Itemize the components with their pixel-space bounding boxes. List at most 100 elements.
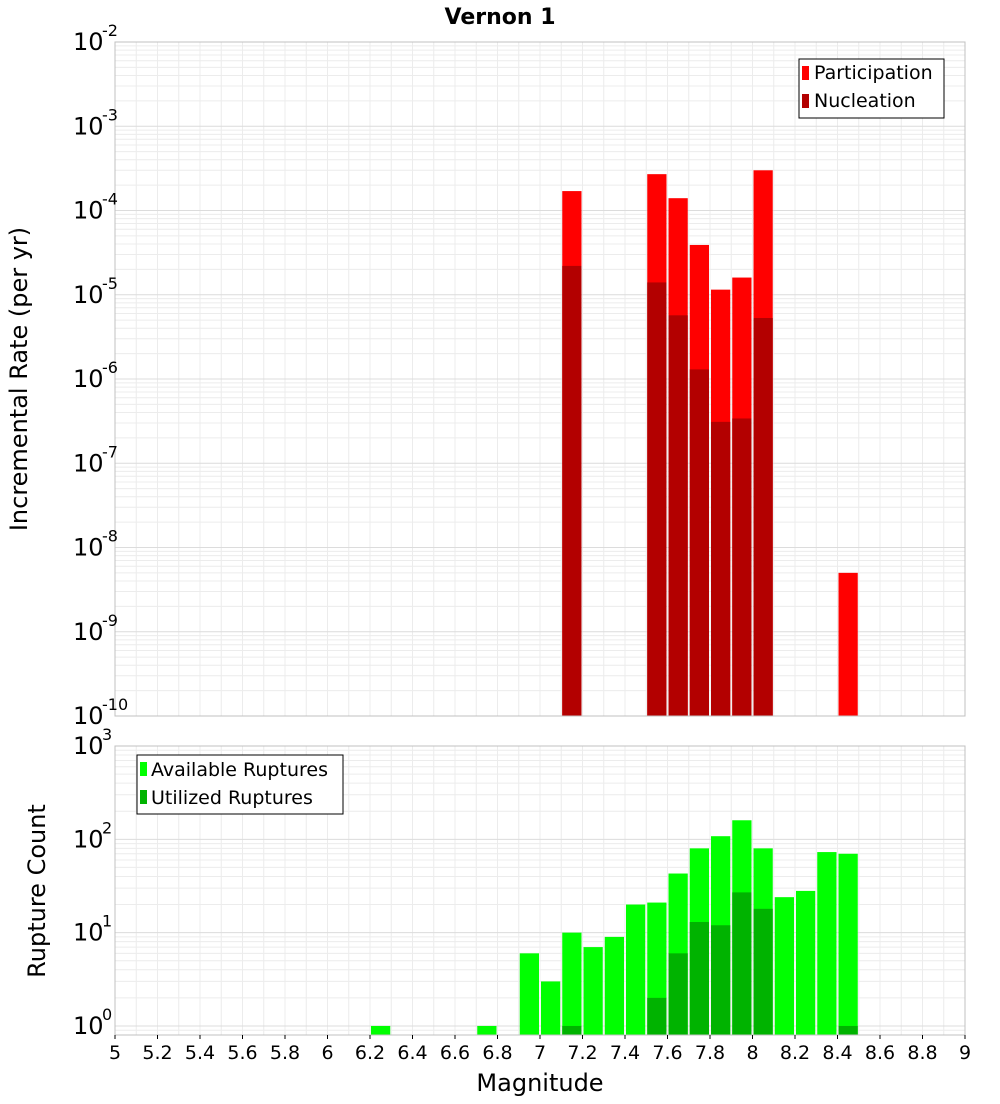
bot-bar-series1 xyxy=(689,922,709,1035)
x-tick-label: 7.8 xyxy=(695,1042,725,1064)
bot-y-tick-base: 10 xyxy=(73,919,104,947)
top-y-tick-base: 10 xyxy=(73,281,104,309)
x-tick-labels: 5 5.2 5.4 5.6 5.8 6 6.2 6.4 6.6 6.8 7 7.2 7.4 7.6 7.8 8… xyxy=(109,1035,971,1064)
top-y-axis-label: Incremental Rate (per yr) xyxy=(5,227,33,531)
x-tick-label: 6.8 xyxy=(482,1042,512,1064)
top-y-tick-exponent: -8 xyxy=(102,527,118,546)
bot-bar-series0 xyxy=(774,897,794,1035)
top-y-tick-base: 10 xyxy=(73,197,104,225)
top-y-tick-exponent: -7 xyxy=(102,442,118,461)
x-tick-label: 7.6 xyxy=(652,1042,682,1064)
top-y-tick-exponent: -9 xyxy=(102,611,118,630)
top-bar-series1 xyxy=(668,315,688,716)
x-tick-label: 8.2 xyxy=(780,1042,810,1064)
top-y-tick-base: 10 xyxy=(73,702,104,730)
bottom-legend: Available Ruptures Utilized Ruptures xyxy=(136,754,344,815)
legend-swatch-available xyxy=(140,762,147,776)
x-tick-label: 8.4 xyxy=(822,1042,852,1064)
top-y-tick-base: 10 xyxy=(73,449,104,477)
top-bar-series0 xyxy=(838,572,858,716)
bot-bar-series0 xyxy=(583,947,603,1035)
top-bar-series1 xyxy=(562,265,582,716)
top-y-tick-exponent: -3 xyxy=(102,105,118,124)
x-tick-label: 8.6 xyxy=(865,1042,895,1064)
bot-y-tick-base: 10 xyxy=(73,825,104,853)
bot-bar-series0 xyxy=(562,932,582,1035)
x-tick-label: 6.6 xyxy=(440,1042,470,1064)
legend-swatch-participation xyxy=(802,66,809,80)
x-tick-label: 9 xyxy=(959,1042,971,1064)
x-tick-label: 8.8 xyxy=(907,1042,937,1064)
top-y-tick-base: 10 xyxy=(73,534,104,562)
bot-bar-series0 xyxy=(519,953,539,1035)
bottom-bars xyxy=(371,820,858,1035)
bot-bar-series1 xyxy=(711,925,731,1035)
top-y-tick-base: 10 xyxy=(73,618,104,646)
x-tick-label: 7.4 xyxy=(610,1042,640,1064)
bot-bar-series0 xyxy=(541,981,561,1035)
bot-bar-series0 xyxy=(796,890,816,1035)
bot-bar-series1 xyxy=(838,1025,858,1035)
legend-label-nucleation: Nucleation xyxy=(814,90,916,112)
x-tick-label: 7 xyxy=(534,1042,546,1064)
bot-y-tick-base: 10 xyxy=(73,732,104,760)
legend-swatch-utilized xyxy=(140,790,147,804)
bot-bar-series1 xyxy=(562,1025,582,1035)
top-bar-series1 xyxy=(711,421,731,716)
bot-bar-series1 xyxy=(732,892,752,1035)
top-y-tick-exponent: -10 xyxy=(102,695,128,714)
x-axis-label: Magnitude xyxy=(476,1069,603,1097)
legend-label-available: Available Ruptures xyxy=(151,759,328,781)
bot-bar-series0 xyxy=(371,1025,391,1035)
top-bars xyxy=(562,170,858,717)
bot-bar-series0 xyxy=(838,853,858,1035)
legend-label-participation: Participation xyxy=(814,62,933,84)
bot-y-tick-exponent: 3 xyxy=(102,725,112,744)
top-bar-series1 xyxy=(753,317,773,716)
top-bar-series1 xyxy=(647,282,667,716)
top-legend-box xyxy=(798,58,945,119)
top-gridlines xyxy=(115,42,965,716)
legend-label-utilized: Utilized Ruptures xyxy=(151,787,313,809)
x-tick-label: 7.2 xyxy=(567,1042,597,1064)
bot-y-tick-exponent: 0 xyxy=(102,1005,112,1024)
x-tick-label: 6.2 xyxy=(355,1042,385,1064)
x-tick-label: 5.6 xyxy=(227,1042,257,1064)
bottom-legend-box xyxy=(136,754,344,815)
x-tick-label: 5.8 xyxy=(270,1042,300,1064)
bot-bar-series0 xyxy=(817,852,837,1035)
bot-bar-series1 xyxy=(647,997,667,1035)
bottom-y-axis-label: Rupture Count xyxy=(23,804,51,978)
x-tick-label: 8 xyxy=(746,1042,758,1064)
top-y-tick-exponent: -2 xyxy=(102,21,118,40)
bot-bar-series0 xyxy=(477,1025,497,1035)
bot-bar-series0 xyxy=(626,904,646,1035)
x-tick-label: 5 xyxy=(109,1042,121,1064)
top-bar-series1 xyxy=(732,418,752,716)
x-tick-label: 6 xyxy=(321,1042,333,1064)
top-y-tick-exponent: -4 xyxy=(102,190,118,209)
chart-title: Vernon 1 xyxy=(445,5,556,30)
top-y-tick-base: 10 xyxy=(73,112,104,140)
legend-swatch-nucleation xyxy=(802,94,809,108)
top-bar-series1 xyxy=(689,369,709,716)
top-y-tick-exponent: -5 xyxy=(102,274,118,293)
top-legend: Participation Nucleation xyxy=(798,58,945,119)
x-tick-label: 5.4 xyxy=(185,1042,215,1064)
top-y-tick-exponent: -6 xyxy=(102,358,118,377)
top-y-tick-base: 10 xyxy=(73,28,104,56)
x-tick-label: 5.2 xyxy=(142,1042,172,1064)
bot-y-tick-base: 10 xyxy=(73,1012,104,1040)
bot-y-tick-exponent: 2 xyxy=(102,818,112,837)
bot-bar-series1 xyxy=(753,908,773,1035)
x-tick-label: 6.4 xyxy=(397,1042,427,1064)
top-plot-border xyxy=(114,41,966,717)
top-y-tick-base: 10 xyxy=(73,365,104,393)
bot-y-tick-exponent: 1 xyxy=(102,912,112,931)
